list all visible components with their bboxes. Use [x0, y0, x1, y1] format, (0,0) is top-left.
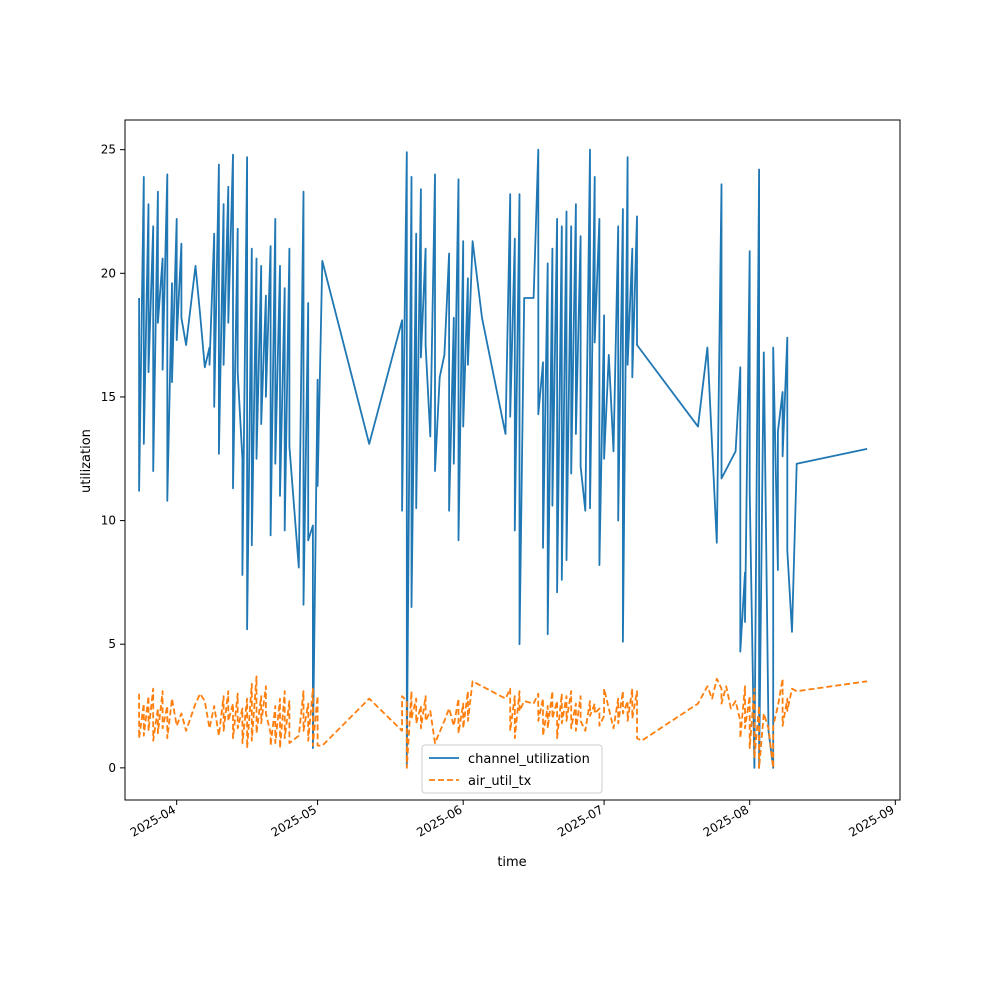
y-tick-label: 10 [101, 514, 116, 528]
x-tick-label: 2025-06 [414, 802, 464, 839]
series-line-channel-utilization [138, 148, 868, 769]
series-line-air-util-tx [138, 675, 868, 769]
x-axis: 2025-04 2025-05 2025-06 2025-07 2025-08 2025-… [128, 800, 897, 840]
y-tick-label: 0 [108, 761, 116, 775]
y-axis-title: utilization [79, 429, 94, 493]
y-tick-label: 15 [101, 390, 116, 404]
x-tick-label: 2025-05 [269, 802, 319, 839]
y-axis: 0 5 10 15 20 25 [101, 143, 125, 775]
legend: channel_utilization air_util_tx [421, 744, 603, 794]
x-tick-label: 2025-07 [555, 802, 605, 839]
y-tick-label: 20 [101, 266, 116, 280]
x-tick-label: 2025-09 [846, 802, 896, 839]
legend-label-air-util-tx: air_util_tx [468, 774, 532, 789]
x-tick-label: 2025-04 [128, 802, 178, 839]
legend-label-channel-utilization: channel_utilization [468, 752, 590, 767]
legend-box [421, 744, 603, 794]
plot-background [125, 120, 900, 800]
y-tick-label: 5 [108, 637, 116, 651]
plot-frame [124, 119, 901, 801]
series-layer [138, 148, 868, 769]
y-tick-label: 25 [101, 143, 116, 157]
x-tick-label: 2025-08 [701, 802, 751, 839]
x-axis-title: time [497, 855, 526, 870]
